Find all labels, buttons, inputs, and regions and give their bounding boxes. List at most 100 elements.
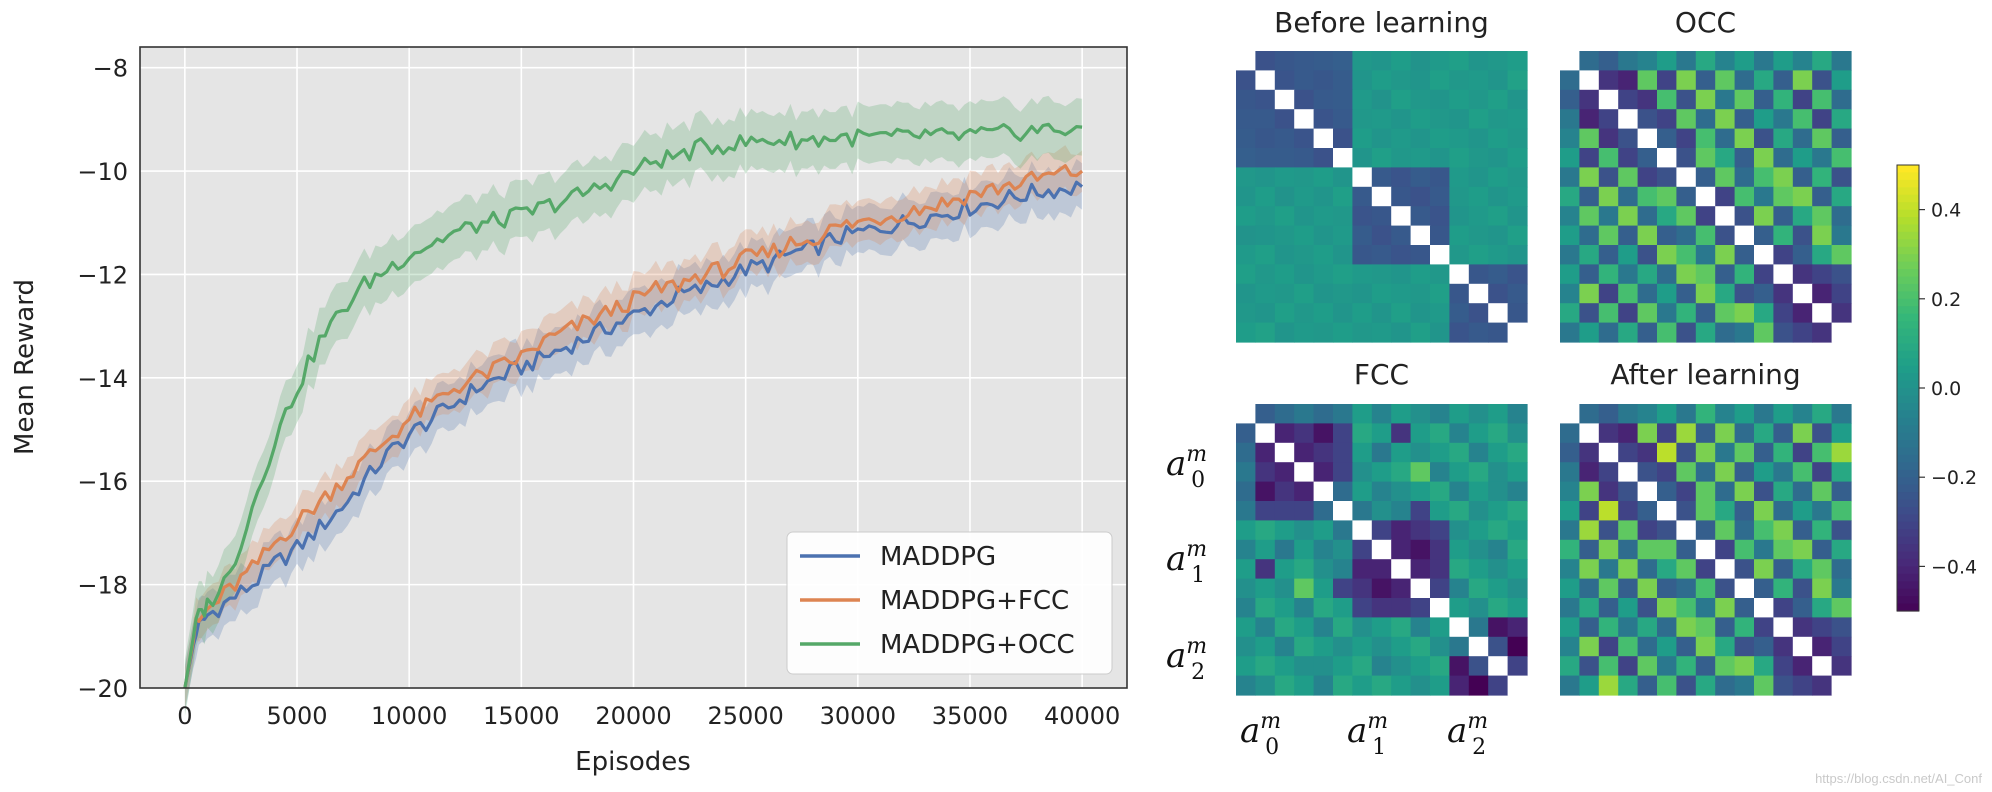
heatmap-cell xyxy=(1352,89,1373,110)
heatmap-cell xyxy=(1488,206,1509,227)
heatmap-cell xyxy=(1598,322,1619,343)
heatmap-cell xyxy=(1294,598,1315,618)
heatmap-cell xyxy=(1410,481,1431,502)
heatmap-cell xyxy=(1371,148,1392,168)
heatmap-cell xyxy=(1773,70,1794,91)
heatmap-cell xyxy=(1812,322,1833,343)
heatmap-cell xyxy=(1488,442,1509,463)
heatmap-cell xyxy=(1294,520,1315,541)
heatmap-cell xyxy=(1773,109,1794,130)
heatmap-cell xyxy=(1637,264,1658,285)
heatmap-cell xyxy=(1618,245,1639,265)
heatmap-cell xyxy=(1579,89,1600,110)
heatmap-cell xyxy=(1507,656,1528,677)
heatmap-cell xyxy=(1430,167,1450,188)
heatmap-cell xyxy=(1695,656,1716,677)
heatmap-cell xyxy=(1812,89,1833,110)
heatmap-cell xyxy=(1715,283,1736,304)
heatmap-cell xyxy=(1754,51,1774,71)
heatmap-cell xyxy=(1430,245,1450,265)
heatmap-cell xyxy=(1598,501,1619,521)
heatmap-cell xyxy=(1676,283,1697,304)
heatmap-cell xyxy=(1773,128,1794,149)
heatmap-cell xyxy=(1579,442,1600,463)
heatmap-cell xyxy=(1313,501,1334,521)
heatmap-cell xyxy=(1734,578,1755,599)
heatmap-cell xyxy=(1391,303,1412,324)
heatmap-cell xyxy=(1734,186,1755,207)
heatmap-cell xyxy=(1255,206,1276,227)
heatmap-cell xyxy=(1333,89,1353,110)
heatmap-cell xyxy=(1274,109,1295,130)
heatmap-cell xyxy=(1657,109,1677,130)
heatmap-cell xyxy=(1657,128,1677,149)
heatmap-cell xyxy=(1734,481,1755,502)
heatmap-cell xyxy=(1391,322,1412,343)
heatmap-cell xyxy=(1792,520,1813,541)
heatmap-cell xyxy=(1792,51,1813,71)
heatmap-cell xyxy=(1430,423,1450,444)
heatmap-cell xyxy=(1507,283,1528,304)
heatmap-cell xyxy=(1352,656,1373,677)
heatmap-cell xyxy=(1695,539,1716,560)
heatmap-cell xyxy=(1313,636,1334,657)
heatmap-cell xyxy=(1507,206,1528,227)
heatmap-cell xyxy=(1274,636,1295,657)
colorbar-segment xyxy=(1897,261,1919,270)
heatmap-cell xyxy=(1488,264,1509,285)
heatmap-cell xyxy=(1410,636,1431,657)
heatmap-cell xyxy=(1468,51,1489,71)
heatmap-cell xyxy=(1812,264,1833,285)
heatmap-cell xyxy=(1598,264,1619,285)
heatmap-cell xyxy=(1333,186,1353,207)
heatmap-cell xyxy=(1410,51,1431,71)
heatmap-cell xyxy=(1352,617,1373,638)
heatmap-cell xyxy=(1294,481,1315,502)
heatmap-cell xyxy=(1391,423,1412,444)
heatmap-cell xyxy=(1488,578,1509,599)
heatmap-cell xyxy=(1598,283,1619,304)
heatmap-cell xyxy=(1773,462,1794,483)
heatmap-cell xyxy=(1449,501,1470,521)
legend-label: MADDPG+OCC xyxy=(880,630,1075,660)
heatmap-cell xyxy=(1812,481,1833,502)
heatmap-cell xyxy=(1754,206,1774,227)
heatmap-cell xyxy=(1274,520,1295,541)
heatmap-cell xyxy=(1294,404,1315,424)
col-label-a0m: am 0 xyxy=(1240,709,1281,760)
heatmap-cell xyxy=(1313,89,1334,110)
heatmap-cell xyxy=(1507,578,1528,599)
heatmap-cell xyxy=(1430,206,1450,227)
heatmap-cell xyxy=(1618,89,1639,110)
heatmap-cell xyxy=(1274,404,1295,424)
heatmap-cell xyxy=(1352,501,1373,521)
heatmap-cell xyxy=(1410,148,1431,168)
heatmap-cell xyxy=(1352,51,1373,71)
heatmap-cell xyxy=(1579,186,1600,207)
colorbar-segment xyxy=(1897,254,1919,263)
heatmap-cell xyxy=(1831,167,1852,188)
heatmap-panels: Before learning OCC FCC After learning xyxy=(1236,6,1852,696)
heatmap-cell xyxy=(1657,578,1677,599)
heatmap-cell xyxy=(1676,442,1697,463)
heatmap-cell xyxy=(1410,598,1431,618)
heatmap-cell xyxy=(1695,675,1716,696)
heatmap-cell xyxy=(1430,559,1450,580)
heatmap-cell xyxy=(1236,617,1256,638)
heatmap-cell xyxy=(1754,186,1774,207)
heatmap-cell xyxy=(1507,481,1528,502)
heatmap-cell xyxy=(1274,675,1295,696)
heatmap-cell xyxy=(1352,245,1373,265)
colorbar-segment xyxy=(1897,440,1919,449)
heatmap-cell xyxy=(1831,89,1852,110)
heatmap-cell xyxy=(1579,578,1600,599)
heatmap-cell xyxy=(1294,70,1315,91)
heatmap-cell xyxy=(1255,89,1276,110)
heatmap-cell xyxy=(1618,501,1639,521)
heatmap-cell xyxy=(1507,636,1528,657)
heatmap-cell xyxy=(1812,128,1833,149)
heatmap-cell xyxy=(1255,70,1276,91)
colorbar-segment xyxy=(1897,506,1919,515)
heatmap-cell xyxy=(1313,128,1334,149)
heatmap-cell xyxy=(1410,559,1431,580)
